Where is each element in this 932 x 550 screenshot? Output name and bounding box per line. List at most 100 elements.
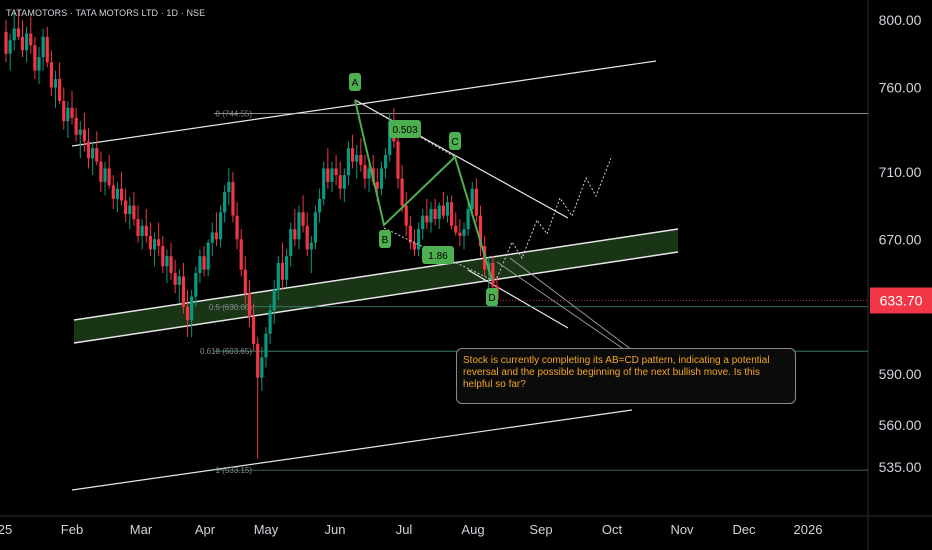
candle-body xyxy=(293,229,297,240)
last-price-label: 633.70 xyxy=(880,293,923,309)
annotation-leader xyxy=(509,257,633,351)
candle-body xyxy=(33,45,37,71)
candle-body xyxy=(103,168,107,182)
candle-body xyxy=(210,232,214,243)
y-tick-label: 760.00 xyxy=(879,79,922,95)
channel-band xyxy=(74,229,678,343)
candle-body xyxy=(206,242,210,270)
abcd-pattern-line xyxy=(354,99,493,281)
candle-body xyxy=(334,168,338,176)
candle-body xyxy=(235,215,239,240)
candle-body xyxy=(284,256,289,280)
candle-body xyxy=(140,225,144,236)
candle-body xyxy=(280,262,285,280)
candle-body xyxy=(375,181,379,189)
candle-body xyxy=(4,31,8,54)
candle-body xyxy=(363,165,367,179)
candle-body xyxy=(202,256,206,270)
candle-body xyxy=(421,215,425,230)
symbol-title: TATAMOTORS · TATA MOTORS LTD · 1D · NSE xyxy=(6,8,206,18)
candle-body xyxy=(95,148,99,162)
x-tick-label: Jul xyxy=(396,522,413,537)
candle-body xyxy=(247,293,252,317)
x-tick-label: Sep xyxy=(529,522,552,537)
candle-body xyxy=(379,168,384,189)
candle-body xyxy=(49,62,53,88)
candle-body xyxy=(491,262,495,287)
candle-body xyxy=(425,215,429,223)
candle-body xyxy=(132,205,136,220)
x-tick-label: Mar xyxy=(130,522,153,537)
y-tick-label: 710.00 xyxy=(879,164,922,180)
last-price-badge xyxy=(870,287,932,314)
candle-body xyxy=(338,175,342,189)
candle-body xyxy=(417,229,421,250)
x-tick-label: Oct xyxy=(602,522,623,537)
candle-body xyxy=(309,242,313,250)
fib-level-label: 0 (744.55) xyxy=(216,110,253,119)
ratio-box xyxy=(389,120,421,138)
candle-body xyxy=(29,33,33,46)
pattern-point-label: D xyxy=(488,293,495,304)
x-tick-label: Aug xyxy=(461,522,484,537)
candle-body xyxy=(276,262,280,290)
candle-body xyxy=(124,200,128,214)
candle-body xyxy=(173,273,177,285)
y-tick-label: 590.00 xyxy=(879,366,922,382)
candle-body xyxy=(78,129,82,135)
candle-body xyxy=(214,232,219,240)
candle-body xyxy=(243,269,247,294)
candle-body xyxy=(45,36,49,63)
candle-body xyxy=(53,79,58,88)
candle-body xyxy=(433,208,437,220)
candle-body xyxy=(128,205,132,214)
candle-body xyxy=(25,33,29,51)
x-tick-label: Jun xyxy=(325,522,346,537)
candle-body xyxy=(268,310,272,334)
candle-body xyxy=(260,357,264,378)
fib-level-label: 0.618 (603.65) xyxy=(200,347,252,356)
candle-body xyxy=(16,28,20,37)
candle-body xyxy=(301,212,305,226)
candle-body xyxy=(342,175,346,189)
candle-body xyxy=(190,296,194,321)
candle-body xyxy=(144,225,148,236)
y-tick-label: 670.00 xyxy=(879,231,922,247)
x-tick-label: May xyxy=(254,522,279,537)
pattern-point-marker xyxy=(449,132,461,150)
candle-body xyxy=(58,79,62,101)
x-tick-label: Feb xyxy=(61,522,83,537)
candle-body xyxy=(161,246,165,267)
candle-body xyxy=(227,181,231,193)
y-tick-label: 535.00 xyxy=(879,459,922,475)
candle-body xyxy=(218,212,223,240)
candle-body xyxy=(157,239,161,247)
candle-body xyxy=(396,141,400,179)
candle-body xyxy=(251,316,256,344)
band-lower-line xyxy=(73,251,679,344)
candle-body xyxy=(136,219,140,236)
candle-body xyxy=(8,40,12,54)
candle-body xyxy=(198,256,202,274)
candle-body xyxy=(326,168,330,182)
candle-body xyxy=(317,198,322,213)
band-upper-line xyxy=(73,228,679,321)
candle-body xyxy=(20,36,25,51)
candle-body xyxy=(346,148,351,176)
ratio-box xyxy=(422,246,454,264)
candle-body xyxy=(367,168,371,179)
candle-body xyxy=(474,188,478,216)
y-tick-label: 560.00 xyxy=(879,417,922,433)
candle-body xyxy=(148,235,153,250)
candle-body xyxy=(441,205,445,216)
candle-body xyxy=(91,148,95,159)
candle-body xyxy=(462,229,466,236)
d-projection-line xyxy=(467,269,569,329)
candle-body xyxy=(350,148,355,162)
candle-body xyxy=(383,154,388,169)
candle-body xyxy=(429,208,433,223)
candle-body xyxy=(256,343,260,378)
pattern-point-marker xyxy=(486,288,498,306)
